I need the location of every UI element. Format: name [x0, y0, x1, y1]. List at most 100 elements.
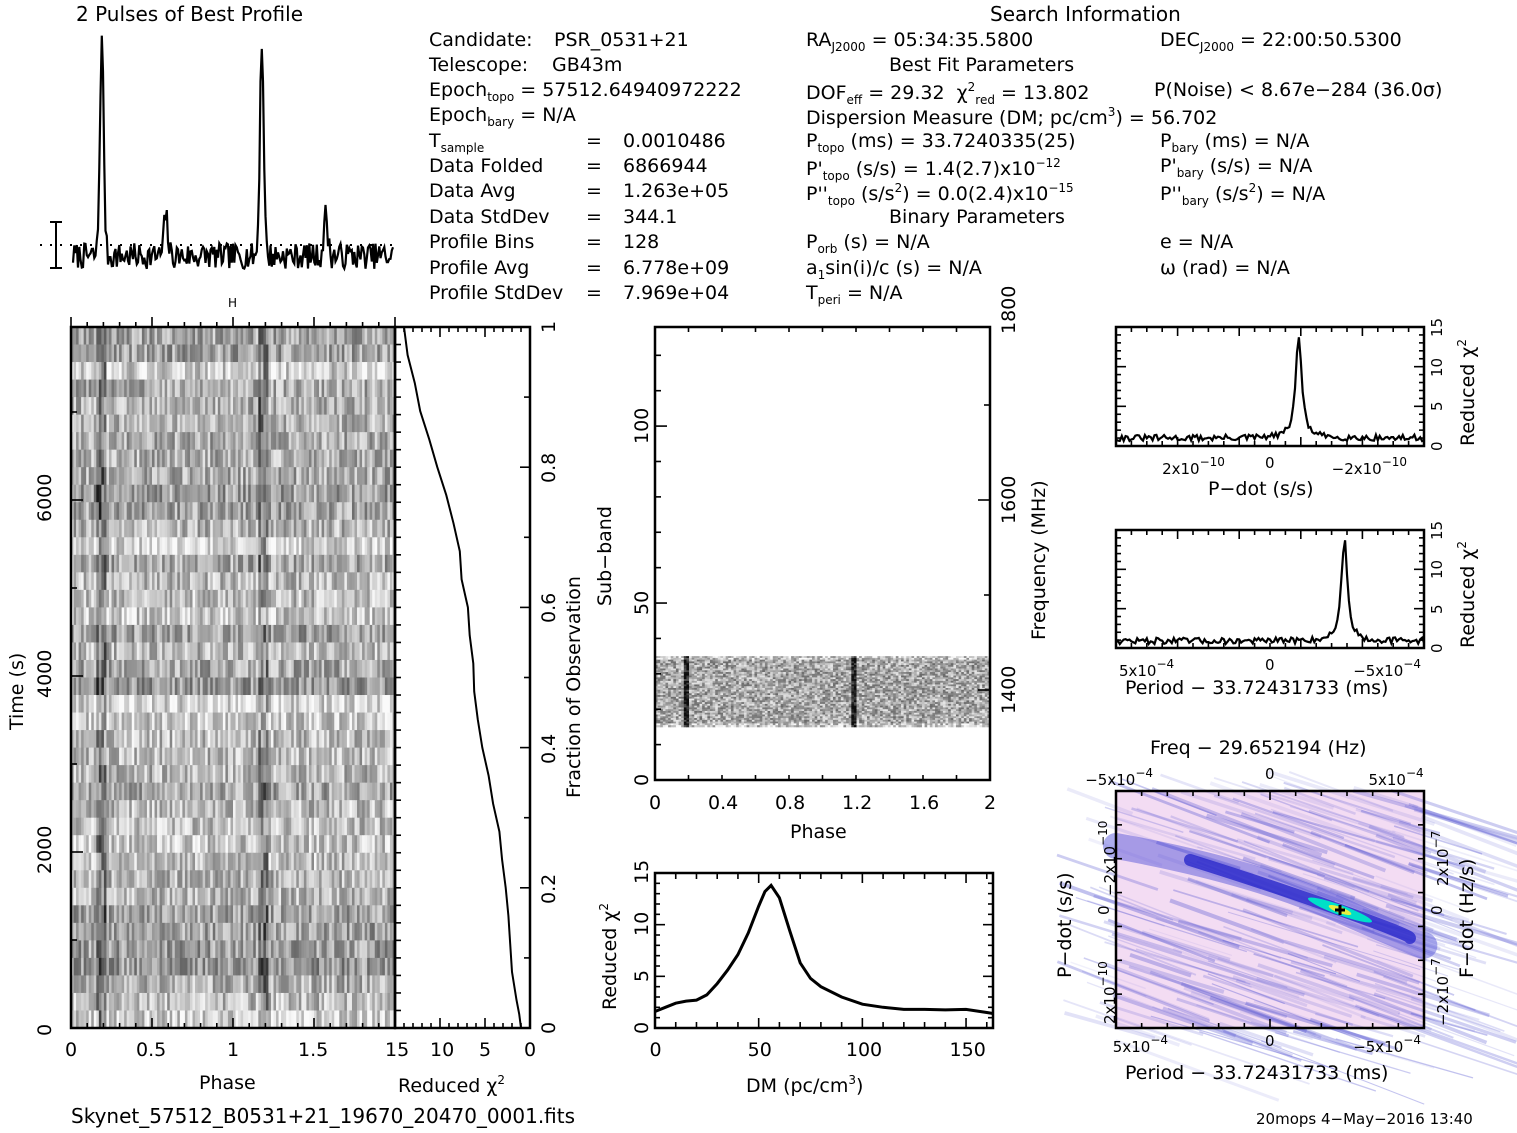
heatmap-cell [103, 432, 107, 451]
heatmap-cell [326, 730, 330, 748]
heatmap-cell [182, 572, 186, 591]
heatmap-cell [255, 589, 259, 608]
heatmap-cell [222, 467, 226, 486]
heatmap-cell [144, 379, 148, 398]
heatmap-cell [96, 765, 100, 784]
heatmap-cell [124, 730, 128, 748]
heatmap-cell [233, 642, 236, 661]
heatmap-cell [346, 852, 350, 871]
heatmap-cell [357, 397, 360, 416]
heatmap-cell [265, 905, 269, 924]
heatmap-cell [306, 362, 310, 380]
heatmap-cell [346, 712, 350, 731]
heatmap-cell [141, 887, 145, 906]
heatmap-cell [374, 327, 378, 345]
heatmap-cell [354, 537, 358, 556]
heatmap-cell [276, 327, 279, 345]
heatmap-cell [336, 537, 340, 556]
heatmap-cell [311, 765, 315, 784]
heatmap-cell [187, 835, 191, 854]
tperi-sub: peri [817, 293, 841, 307]
heatmap-cell [202, 747, 206, 766]
heatmap-cell [119, 957, 123, 976]
heatmap-cell [278, 852, 282, 871]
heatmap-cell [374, 624, 378, 643]
heatmap-cell [108, 870, 112, 889]
heatmap-cell [372, 695, 376, 713]
heatmap-cell [243, 835, 247, 854]
heatmap-cell [235, 975, 239, 994]
heatmap-cell [129, 835, 133, 854]
heatmap-cell [311, 800, 315, 819]
heatmap-cell [369, 800, 373, 819]
heatmap-cell [354, 940, 358, 959]
heatmap-cell [301, 957, 305, 976]
heatmap-cell [273, 589, 277, 608]
heatmap-cell [339, 624, 343, 643]
heatmap-cell [276, 835, 279, 854]
heatmap-cell [372, 747, 376, 766]
heatmap-cell [303, 642, 307, 661]
heatmap-cell [286, 589, 290, 608]
heatmap-cell [303, 782, 307, 801]
heatmap-cell [286, 624, 290, 643]
heatmap-cell [384, 695, 388, 713]
heatmap-cell [283, 397, 287, 416]
heatmap-cell [230, 414, 234, 433]
heatmap-cell [103, 800, 107, 819]
heatmap-cell [76, 765, 79, 784]
heatmap-cell [240, 765, 244, 784]
heatmap-cell [288, 957, 292, 976]
heatmap-cell [212, 870, 216, 889]
porb-sub: orb [817, 242, 838, 256]
heatmap-cell [329, 957, 333, 976]
heatmap-cell [306, 537, 310, 556]
heatmap-cell [250, 940, 254, 959]
heatmap-cell [306, 607, 310, 626]
heatmap-cell [298, 659, 302, 678]
heatmap-cell [291, 712, 295, 731]
heatmap-cell [329, 712, 333, 731]
heatmap-cell [96, 362, 100, 380]
heatmap-cell [106, 554, 110, 573]
heatmap-cell [268, 554, 272, 573]
heatmap-cell [164, 677, 168, 696]
heatmap-cell [339, 432, 343, 451]
heatmap-cell [250, 765, 254, 784]
epoch-topo-value: = 57512.64940972222 [520, 79, 742, 101]
heatmap-cell [111, 397, 115, 416]
heatmap-cell [179, 537, 183, 556]
heatmap-cell [129, 397, 133, 416]
heatmap-cell [250, 519, 254, 538]
heatmap-cell [301, 975, 305, 994]
heatmap-cell [121, 835, 125, 854]
heatmap-cell [172, 957, 176, 976]
heatmap-cell [316, 362, 320, 380]
heatmap-cell [357, 677, 360, 696]
heatmap-cell [169, 887, 173, 906]
heatmap-cell [374, 800, 378, 819]
heatmap-cell [374, 957, 378, 976]
heatmap-cell [339, 449, 343, 468]
heatmap-cell [197, 695, 201, 713]
heatmap-cell [349, 695, 353, 713]
heatmap-cell [202, 677, 206, 696]
heatmap-cell [146, 642, 150, 661]
heatmap-cell [288, 537, 292, 556]
heatmap-cell [111, 344, 115, 363]
heatmap-cell [141, 607, 145, 626]
heatmap-cell [362, 327, 366, 345]
heatmap-cell [159, 519, 163, 538]
porb-label: P [806, 231, 818, 253]
heatmap-cell [139, 695, 143, 713]
heatmap-cell [245, 905, 249, 924]
heatmap-cell [298, 870, 302, 889]
heatmap-cell [93, 449, 97, 468]
heatmap-cell [238, 502, 241, 521]
heatmap-cell [301, 800, 305, 819]
heatmap-cell [71, 747, 74, 766]
heatmap-cell [268, 975, 272, 994]
heatmap-cell [73, 922, 77, 941]
heatmap-cell [76, 712, 79, 731]
heatmap-cell [114, 624, 117, 643]
